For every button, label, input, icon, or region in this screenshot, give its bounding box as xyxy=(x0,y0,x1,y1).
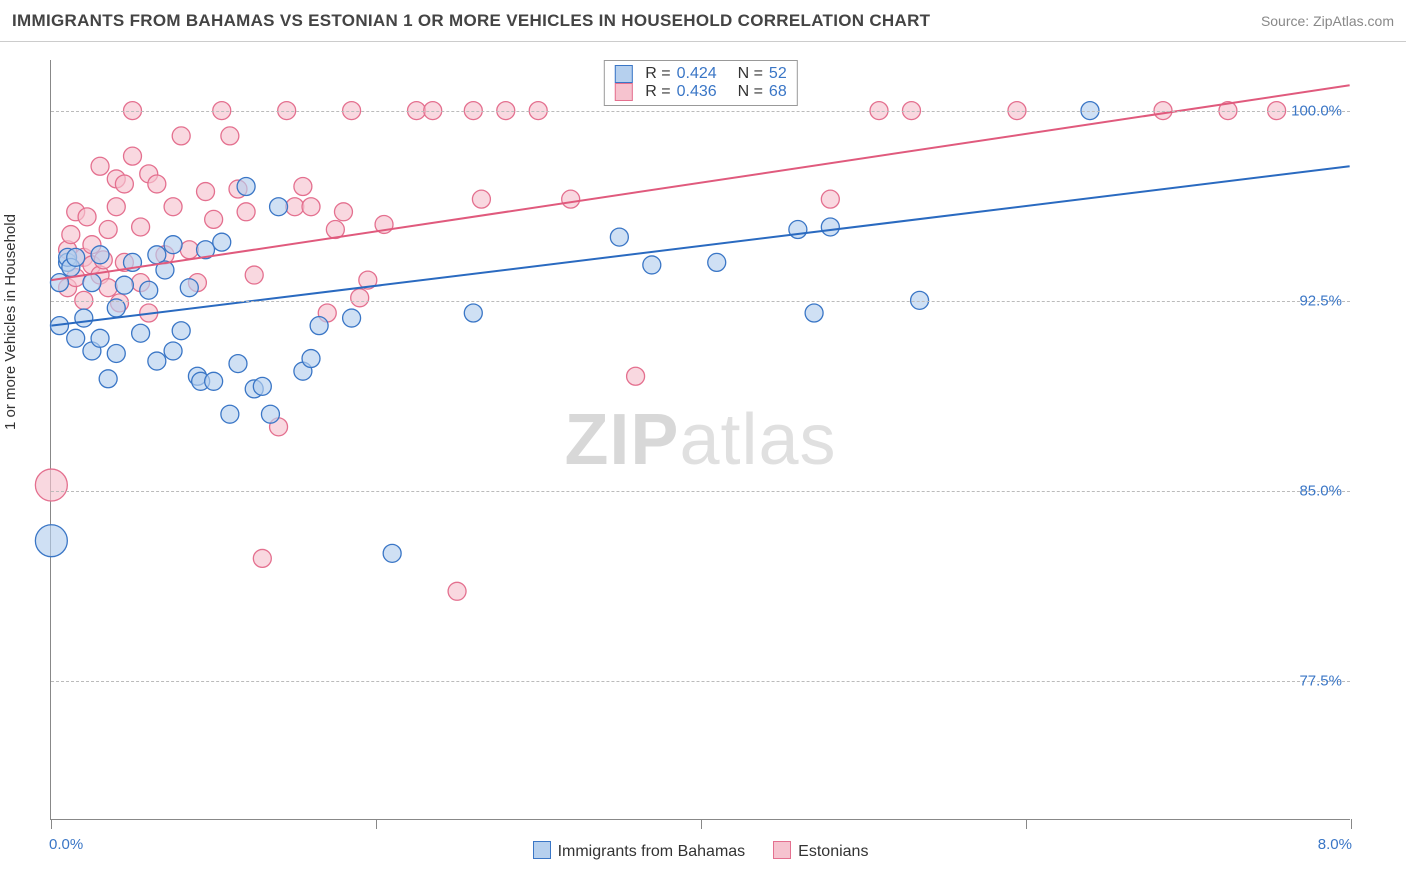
swatch-bahamas xyxy=(533,841,551,859)
chart-title: IMMIGRANTS FROM BAHAMAS VS ESTONIAN 1 OR… xyxy=(12,11,930,31)
swatch-estonians xyxy=(773,841,791,859)
n-label: N = xyxy=(738,83,763,101)
n-label: N = xyxy=(738,65,763,83)
source-link[interactable]: ZipAtlas.com xyxy=(1313,13,1394,29)
swatch-estonians xyxy=(614,83,632,101)
source-attribution: Source: ZipAtlas.com xyxy=(1261,13,1394,29)
scatter-svg xyxy=(51,60,1350,819)
r-value-estonians: 0.436 xyxy=(677,83,717,101)
title-bar: IMMIGRANTS FROM BAHAMAS VS ESTONIAN 1 OR… xyxy=(0,0,1406,42)
y-tick-label: 85.0% xyxy=(1299,482,1342,499)
legend-row-estonians: R = 0.436 N = 68 xyxy=(614,83,786,101)
plot-area: ZIPatlas R = 0.424 N = 52 R = 0.436 N = … xyxy=(50,60,1350,820)
legend-item-estonians: Estonians xyxy=(773,841,868,861)
swatch-bahamas xyxy=(614,65,632,83)
legend-item-bahamas: Immigrants from Bahamas xyxy=(533,841,746,861)
x-max-label: 8.0% xyxy=(1318,836,1352,853)
r-label: R = xyxy=(645,83,670,101)
series-name-bahamas: Immigrants from Bahamas xyxy=(558,843,746,860)
y-tick-label: 100.0% xyxy=(1291,102,1342,119)
r-label: R = xyxy=(645,65,670,83)
series-legend: Immigrants from Bahamas Estonians xyxy=(51,841,1350,861)
y-tick-label: 92.5% xyxy=(1299,292,1342,309)
source-label: Source: xyxy=(1261,13,1309,29)
legend-row-bahamas: R = 0.424 N = 52 xyxy=(614,65,786,83)
correlation-legend: R = 0.424 N = 52 R = 0.436 N = 68 xyxy=(603,60,797,106)
y-axis-label: 1 or more Vehicles in Household xyxy=(2,214,19,430)
series-name-estonians: Estonians xyxy=(798,843,868,860)
r-value-bahamas: 0.424 xyxy=(677,65,717,83)
x-min-label: 0.0% xyxy=(49,836,83,853)
y-tick-label: 77.5% xyxy=(1299,672,1342,689)
n-value-estonians: 68 xyxy=(769,83,787,101)
n-value-bahamas: 52 xyxy=(769,65,787,83)
